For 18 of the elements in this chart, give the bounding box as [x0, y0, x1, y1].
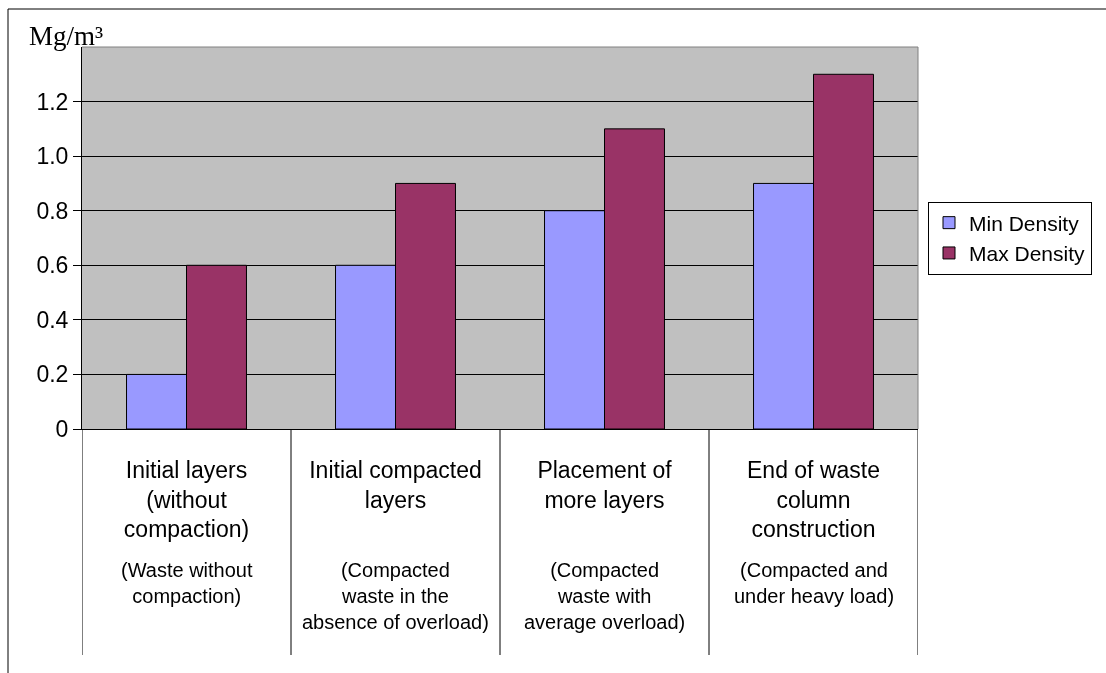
x-tick-label: End of waste column construction	[747, 456, 880, 543]
y-tick-label: 0.8	[36, 197, 69, 224]
x-tick-label: Initial compacted layers	[309, 456, 482, 513]
y-axis-title: Mg/m³	[29, 21, 104, 51]
legend-label: Max Density	[969, 242, 1086, 266]
x-tick-label: Initial layers (without compaction)	[123, 456, 250, 543]
y-tick-label: 1.0	[36, 143, 69, 170]
text: (Compacted waste with average overload)	[524, 559, 686, 633]
text: (Waste without compaction)	[121, 559, 253, 607]
y-tick-label: 0.4	[36, 306, 69, 333]
legend-label: Min Density	[969, 211, 1080, 235]
text: (Compacted waste in the absence of overload)	[302, 559, 489, 633]
y-tick-label: 0.2	[36, 361, 69, 388]
y-tick-label: 0	[55, 416, 69, 443]
y-tick-label: 1.2	[36, 88, 69, 115]
x-tick-label: Placement of more layers	[537, 456, 673, 513]
y-tick-label: 0.6	[36, 252, 69, 279]
text: (Compacted and under heavy load)	[734, 559, 895, 607]
